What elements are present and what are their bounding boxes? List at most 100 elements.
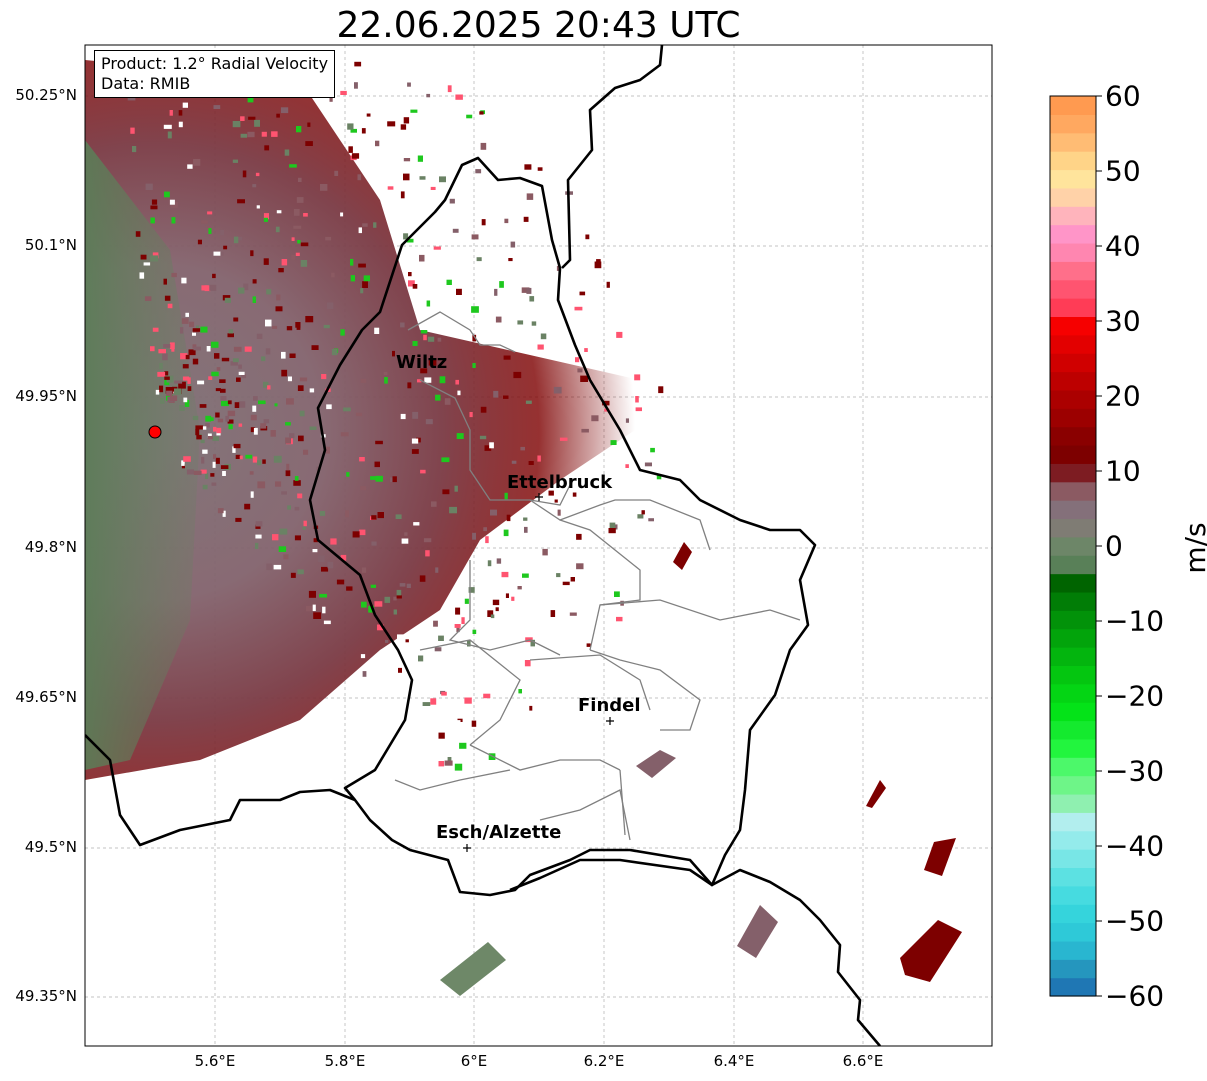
echo-speckle	[208, 228, 212, 234]
echo-speckle	[212, 436, 219, 441]
echo-speckle	[193, 346, 201, 351]
lat-tick-label: 49.5°N	[24, 838, 77, 856]
echo-speckle	[530, 304, 535, 310]
echo-speckle	[562, 581, 570, 586]
echo-speckle	[227, 400, 232, 405]
colorbar-segment	[1050, 738, 1096, 758]
echo-speckle	[273, 455, 282, 463]
echo-speckle	[579, 291, 586, 296]
echo-speckle	[586, 643, 591, 647]
echo-speckle	[346, 586, 353, 591]
echo-speckle	[220, 229, 224, 236]
colorbar-tick-label: −60	[1105, 979, 1165, 1013]
echo-speckle	[340, 554, 347, 561]
echo-speckle	[548, 490, 554, 496]
echo-speckle	[258, 400, 266, 405]
echo-speckle	[313, 612, 322, 619]
echo-speckle	[418, 655, 424, 662]
echo-speckle	[397, 634, 405, 641]
echo-speckle	[297, 569, 304, 575]
echo-speckle	[312, 604, 316, 611]
echo-speckle	[320, 184, 328, 191]
echo-speckle	[185, 312, 189, 317]
echo-speckle	[234, 402, 240, 408]
echo-speckle	[411, 449, 419, 454]
echo-speckle	[318, 555, 325, 563]
lon-tick-label: 6.6°E	[842, 1052, 884, 1070]
colorbar-segment	[1050, 298, 1096, 318]
echo-speckle	[362, 223, 368, 227]
echo-speckle	[504, 492, 508, 500]
echo-speckle	[523, 517, 528, 521]
echo-speckle	[416, 437, 421, 443]
echo-speckle	[608, 528, 616, 534]
echo-speckle	[476, 257, 482, 262]
echo-speckle	[358, 227, 362, 234]
echo-speckle	[635, 407, 642, 412]
colorbar-segment	[1050, 316, 1096, 336]
echo-speckle	[201, 285, 208, 291]
echo-speckle	[327, 561, 334, 569]
echo-speckle	[266, 289, 272, 295]
echo-speckle	[255, 172, 260, 177]
echo-speckle	[262, 459, 266, 464]
echo-speckle	[374, 461, 380, 468]
echo-speckle	[455, 607, 461, 615]
echo-speckle	[406, 583, 411, 588]
echo-speckle	[272, 325, 278, 329]
echo-speckle	[544, 596, 552, 603]
echo-speckle	[253, 396, 258, 401]
district-boundaries	[394, 311, 801, 841]
echo-speckle	[127, 95, 136, 101]
echo-speckle	[250, 414, 257, 421]
echo-speckle	[255, 524, 261, 529]
echo-speckle	[316, 466, 320, 471]
echo-speckle	[179, 405, 185, 411]
echo-speckle	[336, 579, 345, 585]
echo-speckle	[520, 446, 525, 451]
echo-speckle	[412, 341, 418, 346]
echo-speckle	[164, 376, 170, 380]
echo-speckle	[241, 374, 247, 379]
echo-speckle	[398, 667, 402, 673]
echo-speckle	[526, 287, 532, 294]
echo-speckle	[285, 470, 291, 477]
echo-speckle	[223, 245, 228, 250]
echo-speckle	[295, 322, 301, 328]
echo-speckle	[307, 122, 311, 127]
echo-speckle	[278, 546, 287, 552]
echo-speckle	[518, 689, 522, 694]
echo-speckle	[323, 324, 330, 329]
echo-speckle	[396, 595, 402, 599]
echo-speckle	[569, 612, 577, 616]
echo-speckle	[415, 234, 422, 241]
echo-speckle	[559, 437, 568, 441]
echo-speckle	[178, 110, 183, 116]
echo-speckle	[178, 121, 183, 128]
echo-speckle	[189, 321, 195, 328]
echo-speckle	[419, 254, 425, 262]
echo-speckle	[279, 528, 288, 535]
echo-speckle	[220, 388, 226, 393]
echo-speckle	[348, 146, 353, 153]
echo-speckle	[233, 443, 241, 449]
echo-speckle	[207, 433, 212, 438]
echo-speckle	[159, 363, 163, 370]
echo-speckle	[321, 374, 327, 380]
echo-speckle	[293, 225, 302, 229]
echo-speckle	[556, 265, 561, 271]
echo-speckle	[232, 446, 236, 453]
echo-speckle	[485, 536, 489, 544]
echo-speckle	[493, 390, 499, 398]
data-source-label: Data: RMIB	[101, 74, 191, 93]
echo-speckle	[261, 131, 267, 137]
echo-speckle	[192, 415, 199, 421]
echo-speckle	[297, 493, 303, 499]
colorbar-segment	[1050, 389, 1096, 409]
echo-speckle	[542, 548, 548, 556]
echo-speckle	[195, 429, 200, 436]
echo-speckle	[492, 599, 500, 606]
echo-speckle	[256, 205, 260, 209]
echo-speckle	[360, 378, 367, 383]
echo-speckle	[232, 358, 239, 363]
